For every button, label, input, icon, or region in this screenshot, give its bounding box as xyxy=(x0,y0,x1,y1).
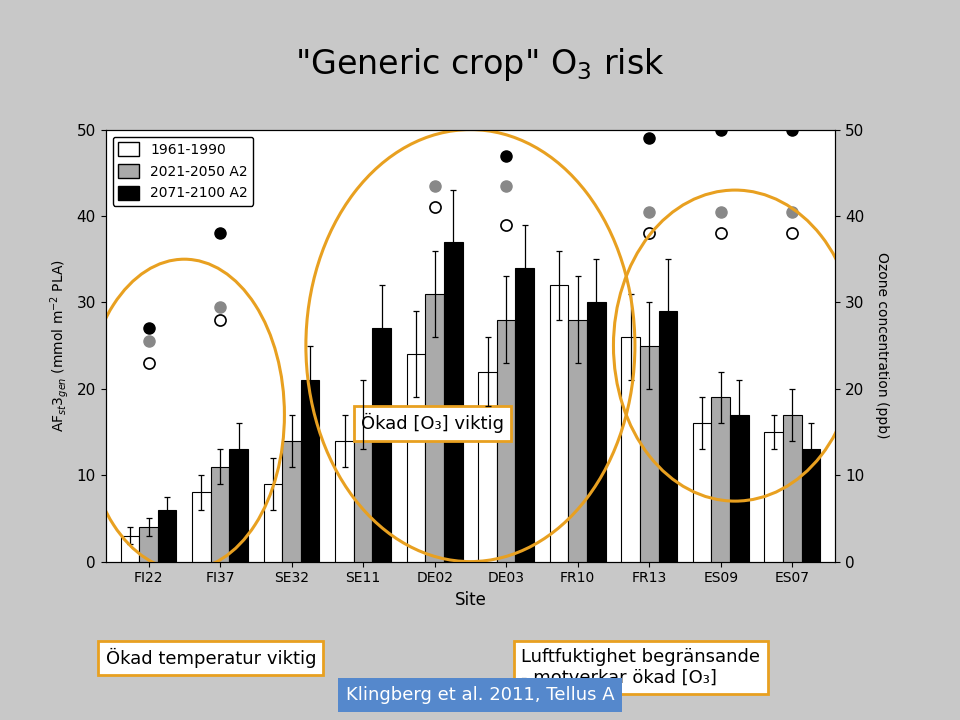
X-axis label: Site: Site xyxy=(454,591,487,609)
Bar xyxy=(730,415,749,562)
Bar xyxy=(139,527,157,562)
Bar xyxy=(157,510,177,562)
Text: Klingberg et al. 2011, Tellus A: Klingberg et al. 2011, Tellus A xyxy=(346,685,614,704)
Bar xyxy=(497,320,516,562)
Bar xyxy=(640,346,659,562)
Bar xyxy=(282,441,300,562)
Bar xyxy=(372,328,391,562)
Bar xyxy=(121,536,139,562)
Bar xyxy=(425,294,444,562)
Bar xyxy=(354,415,372,562)
Bar xyxy=(693,423,711,562)
Text: "Generic crop" O$_3$ risk: "Generic crop" O$_3$ risk xyxy=(295,46,665,84)
Bar xyxy=(659,311,677,562)
Bar xyxy=(211,467,229,562)
Bar xyxy=(192,492,211,562)
Bar xyxy=(621,337,640,562)
Text: Ökad temperatur viktig: Ökad temperatur viktig xyxy=(106,648,316,668)
Bar xyxy=(783,415,802,562)
Bar xyxy=(478,372,497,562)
Bar xyxy=(587,302,606,562)
Y-axis label: Ozone concentration (ppb): Ozone concentration (ppb) xyxy=(876,252,889,439)
Bar xyxy=(802,449,820,562)
Bar xyxy=(516,268,534,562)
Bar xyxy=(711,397,730,562)
Text: Luftfuktighet begränsande
- motverkar ökad [O₃]: Luftfuktighet begränsande - motverkar ök… xyxy=(521,648,760,687)
Legend: 1961-1990, 2021-2050 A2, 2071-2100 A2: 1961-1990, 2021-2050 A2, 2071-2100 A2 xyxy=(112,137,253,206)
Bar xyxy=(335,441,354,562)
Bar xyxy=(407,354,425,562)
Y-axis label: AF$_{st}$3$_{gen}$ (mmol m$^{-2}$ PLA): AF$_{st}$3$_{gen}$ (mmol m$^{-2}$ PLA) xyxy=(48,259,71,432)
Bar xyxy=(550,285,568,562)
Bar xyxy=(229,449,248,562)
Bar xyxy=(568,320,587,562)
Bar xyxy=(300,380,320,562)
Bar xyxy=(264,484,282,562)
Text: Ökad [O₃] viktig: Ökad [O₃] viktig xyxy=(361,413,504,433)
Bar xyxy=(764,432,783,562)
Bar xyxy=(444,242,463,562)
